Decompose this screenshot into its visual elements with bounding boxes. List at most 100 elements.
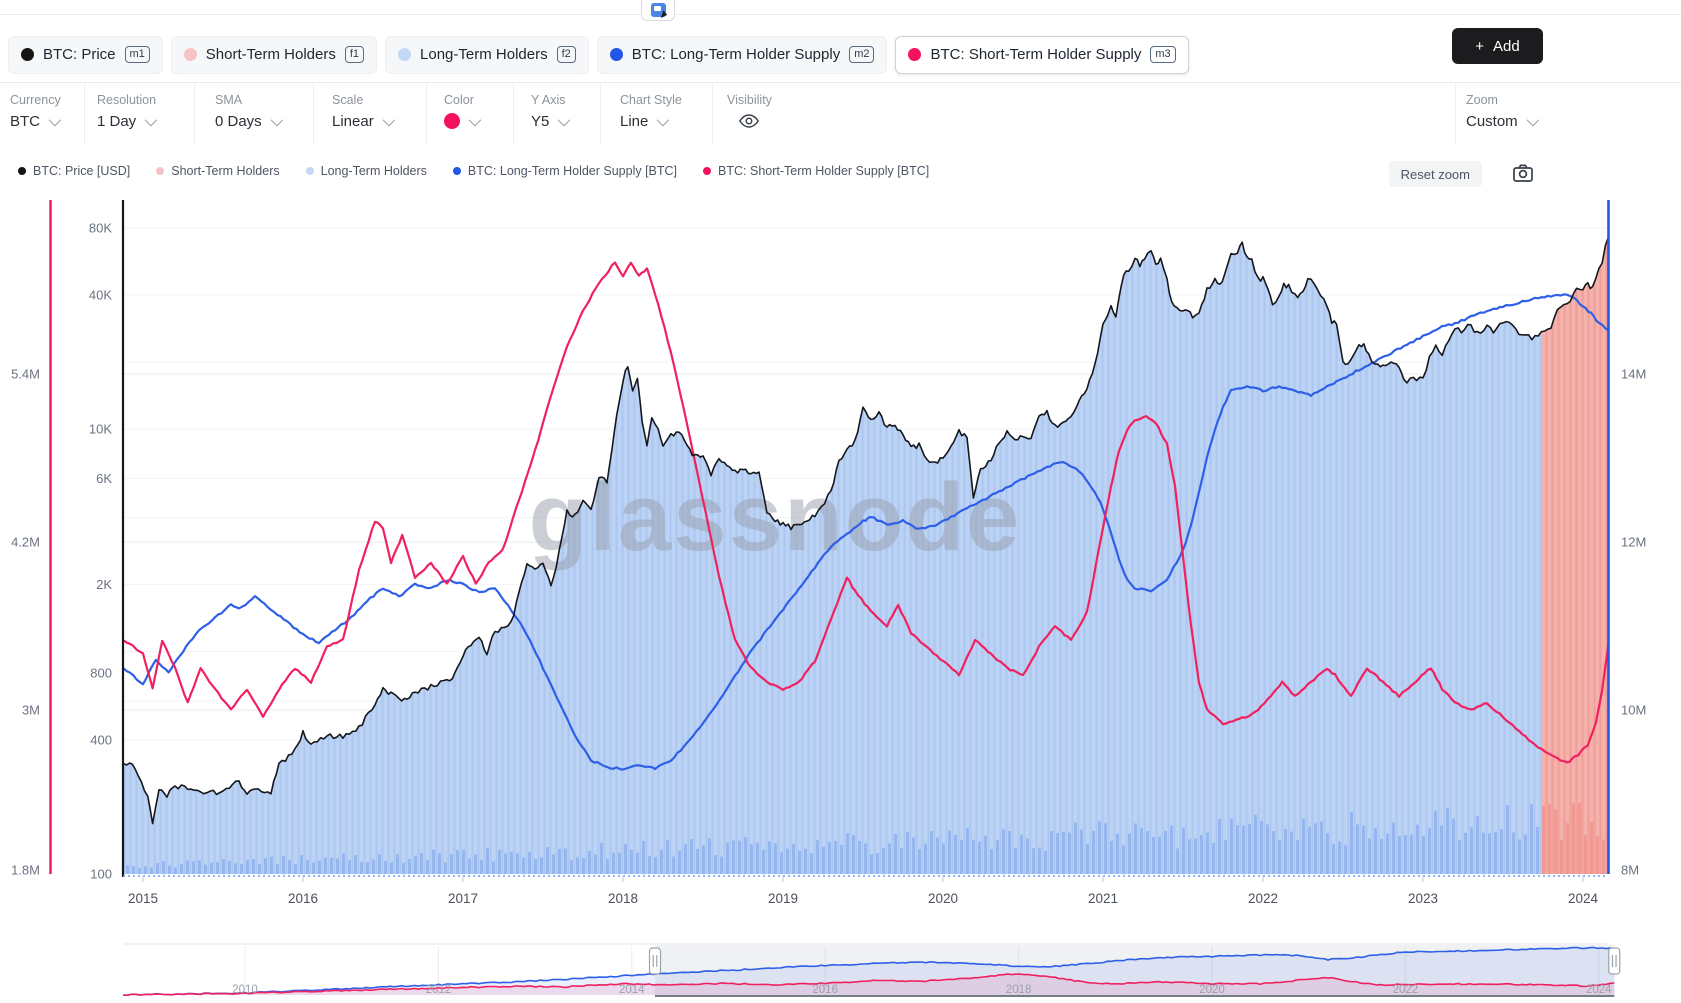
camera-icon[interactable]: [1510, 161, 1536, 187]
floating-extension-pill[interactable]: [641, 0, 675, 21]
color-swatch: [444, 113, 460, 129]
x-axis-year-label: 2015: [128, 891, 158, 906]
toolbar-color: Color: [444, 93, 482, 129]
zoom-range-dropdown[interactable]: Custom: [1466, 113, 1539, 130]
metric-chip-m3[interactable]: BTC: Short-Term Holder Supply m3: [895, 35, 1189, 74]
toolbar-divider: [513, 83, 514, 145]
range-navigator[interactable]: 2010 2012 2014 2016 2018 2020 2022 2024: [123, 943, 1621, 997]
x-axis-year-label: 2019: [768, 891, 798, 906]
legend-item[interactable]: Long-Term Holders: [305, 164, 427, 178]
toolbar-label: Y Axis: [531, 93, 566, 107]
add-button-label: Add: [1493, 37, 1520, 55]
legend-color-dot: [452, 167, 461, 175]
glassnode-watermark: glassnode: [529, 464, 1022, 571]
toolbar-divider: [313, 83, 314, 145]
legend-label: BTC: Short-Term Holder Supply [BTC]: [718, 164, 930, 178]
price-tick-label: 800: [90, 666, 112, 681]
metric-chip-f2[interactable]: Long-Term Holders f2: [385, 35, 589, 74]
price-tick-label: 400: [90, 733, 112, 748]
toolbar-label: Color: [444, 93, 474, 107]
metric-chip-m1[interactable]: BTC: Price m1: [8, 35, 163, 74]
toolbar-value: Line: [620, 113, 649, 130]
toolbar-label: Resolution: [97, 93, 157, 107]
toolbar-value: BTC: [10, 113, 40, 130]
navigator-year-label: 2022: [1393, 984, 1419, 996]
toolbar-control[interactable]: 0 Days: [215, 113, 283, 130]
toolbar-control[interactable]: [727, 113, 772, 131]
legend-label: BTC: Price [USD]: [33, 164, 131, 178]
navigator-line: [123, 973, 1615, 997]
chart-plot-area[interactable]: glassnode: [123, 227, 1610, 874]
toolbar-divider: [426, 83, 427, 145]
navigator-handle-left[interactable]: [648, 947, 662, 975]
lth-tick-label: 12M: [1621, 535, 1646, 550]
zoom-value: Custom: [1466, 113, 1518, 130]
toolbar-control[interactable]: Linear: [332, 113, 395, 130]
navigator-selected-range[interactable]: [655, 945, 1615, 996]
toolbar-chart-style: Chart Style Line: [620, 93, 682, 130]
metric-chip-f1[interactable]: Short-Term Holders f1: [170, 35, 378, 74]
navigator-year-label: 2010: [232, 984, 258, 996]
legend-item[interactable]: BTC: Price [USD]: [18, 164, 130, 178]
volume-texture-bars: [126, 803, 1605, 874]
metric-chip-m2[interactable]: BTC: Long-Term Holder Supply m2: [596, 35, 888, 74]
sth-tick-label: 1.8M: [11, 863, 40, 878]
legend-item[interactable]: BTC: Long-Term Holder Supply [BTC]: [452, 164, 677, 178]
reset-zoom-button[interactable]: Reset zoom: [1388, 161, 1482, 187]
navigator-area: [123, 974, 1615, 996]
x-axis-year-label: 2023: [1408, 891, 1438, 906]
price-tick-label: 100: [90, 867, 112, 882]
toolbar-visibility: Visibility: [727, 93, 772, 131]
chip-key-badge: f1: [344, 46, 365, 63]
x-axis-year-label: 2024: [1568, 891, 1599, 906]
toolbar-control[interactable]: Line: [620, 113, 682, 130]
lth-tick-label: 10M: [1621, 703, 1646, 718]
toolbar-divider: [84, 83, 85, 145]
chip-key-badge: f2: [556, 46, 576, 63]
toolbar-resolution: Resolution 1 Day: [97, 93, 158, 130]
price-tick-label: 10K: [89, 422, 112, 437]
legend-item[interactable]: Short-Term Holders: [156, 164, 280, 178]
x-axis-year-label: 2018: [608, 891, 638, 906]
toolbar-divider: [1455, 83, 1456, 145]
legend-color-dot: [305, 167, 314, 175]
toolbar-control[interactable]: Y5: [531, 113, 571, 130]
navigator-year-label: 2012: [426, 984, 452, 996]
x-axis-year-label: 2021: [1088, 891, 1118, 906]
toolbar-value: Y5: [531, 113, 550, 130]
series-color-dot: [908, 48, 922, 61]
x-axis-year-label: 2016: [288, 891, 318, 906]
price-area-fill-lth: [123, 242, 1542, 874]
sth-tick-label: 4.2M: [11, 535, 40, 550]
series-line-sth_supply: [123, 261, 1608, 764]
chip-key-badge: m1: [124, 46, 150, 63]
navigator-year-label: 2014: [619, 984, 645, 996]
toolbar-control[interactable]: [444, 113, 482, 129]
chip-label: BTC: Long-Term Holder Supply: [631, 46, 841, 63]
toolbar-scale: Scale Linear: [332, 93, 395, 130]
navigator-year-label: 2024: [1586, 984, 1612, 996]
chip-key-badge: m2: [849, 46, 875, 63]
price-area-fill-sth: [1541, 238, 1608, 874]
chart-toolbar: Currency BTC Resolution 1 Day SMA 0 Days Sc…: [0, 83, 1681, 147]
toolbar-value: 0 Days: [215, 113, 262, 130]
toolbar-control[interactable]: BTC: [10, 113, 62, 130]
legend-color-dot: [703, 167, 712, 175]
toolbar-sma: SMA 0 Days: [215, 93, 283, 130]
legend-label: Long-Term Holders: [320, 164, 427, 178]
chart-legend: BTC: Price [USD] Short-Term Holders Long…: [0, 146, 1681, 196]
translate-extension-icon[interactable]: [650, 3, 666, 17]
toolbar-currency: Currency BTC: [10, 93, 62, 130]
toolbar-zoom: Zoom Custom: [1466, 93, 1539, 130]
toolbar-control[interactable]: 1 Day: [97, 113, 158, 130]
legend-item[interactable]: BTC: Short-Term Holder Supply [BTC]: [703, 164, 929, 178]
toolbar-divider: [194, 83, 195, 145]
navigator-year-label: 2020: [1199, 984, 1225, 996]
plus-icon: +: [1475, 37, 1485, 55]
add-metric-button[interactable]: + Add: [1452, 28, 1543, 64]
navigator-handle-right[interactable]: [1608, 947, 1621, 975]
sth-tick-label: 3M: [22, 703, 40, 718]
price-tick-label: 40K: [89, 288, 112, 303]
chip-label: BTC: Price: [43, 46, 116, 63]
